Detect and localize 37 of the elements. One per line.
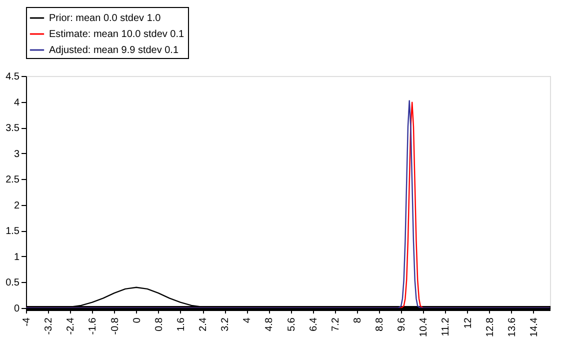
y-tick-label: 0.5 <box>6 278 20 289</box>
x-tick-label: 7.2 <box>330 317 342 332</box>
x-tick-label: 4.8 <box>264 317 276 332</box>
x-tick-label: 2.4 <box>198 317 210 332</box>
x-tick-label: -2.4 <box>66 317 77 335</box>
x-tick-label: 1.6 <box>176 317 187 332</box>
y-tick-label: 4 <box>14 97 20 108</box>
legend-label: Adjusted: mean 9.9 stdev 0.1 <box>49 45 179 56</box>
y-tick-label: 1 <box>14 252 20 263</box>
x-tick-label: 13.6 <box>506 317 518 337</box>
x-tick-label: 12 <box>462 317 474 329</box>
x-tick-label: 0 <box>132 317 143 324</box>
x-tick-label: -4 <box>22 317 32 326</box>
x-tick-label: 9.6 <box>396 317 408 332</box>
x-tick-label: 8.8 <box>374 317 386 332</box>
x-tick-label: 3.2 <box>220 317 232 332</box>
x-tick-label: -0.8 <box>110 317 121 335</box>
x-tick-label: 10.4 <box>418 317 430 337</box>
legend-label: Prior: mean 0.0 stdev 1.0 <box>49 13 162 24</box>
x-tick-label: -3.2 <box>44 317 55 335</box>
y-tick-label: 2 <box>14 200 20 212</box>
x-tick-label: 8 <box>352 317 364 324</box>
x-tick-label: 12.8 <box>484 317 496 337</box>
legend-label: Estimate: mean 10.0 stdev 0.1 <box>49 29 185 40</box>
x-tick-label: 0.8 <box>154 317 165 332</box>
y-tick-label: 3.5 <box>6 123 20 134</box>
y-tick-label: 3 <box>14 148 20 160</box>
x-tick-label: 14.4 <box>528 317 540 337</box>
x-tick-label: 4 <box>242 317 254 324</box>
x-tick-label: 5.6 <box>286 317 298 332</box>
x-tick-label: -1.6 <box>88 317 99 335</box>
y-tick-label: 0 <box>14 304 20 314</box>
y-tick-label: 1.5 <box>6 226 20 238</box>
y-tick-label: 2.5 <box>6 174 20 186</box>
x-tick-label: 11.2 <box>440 317 452 336</box>
x-tick-label: 6.4 <box>308 317 320 332</box>
y-tick-label: 4.5 <box>6 72 20 82</box>
